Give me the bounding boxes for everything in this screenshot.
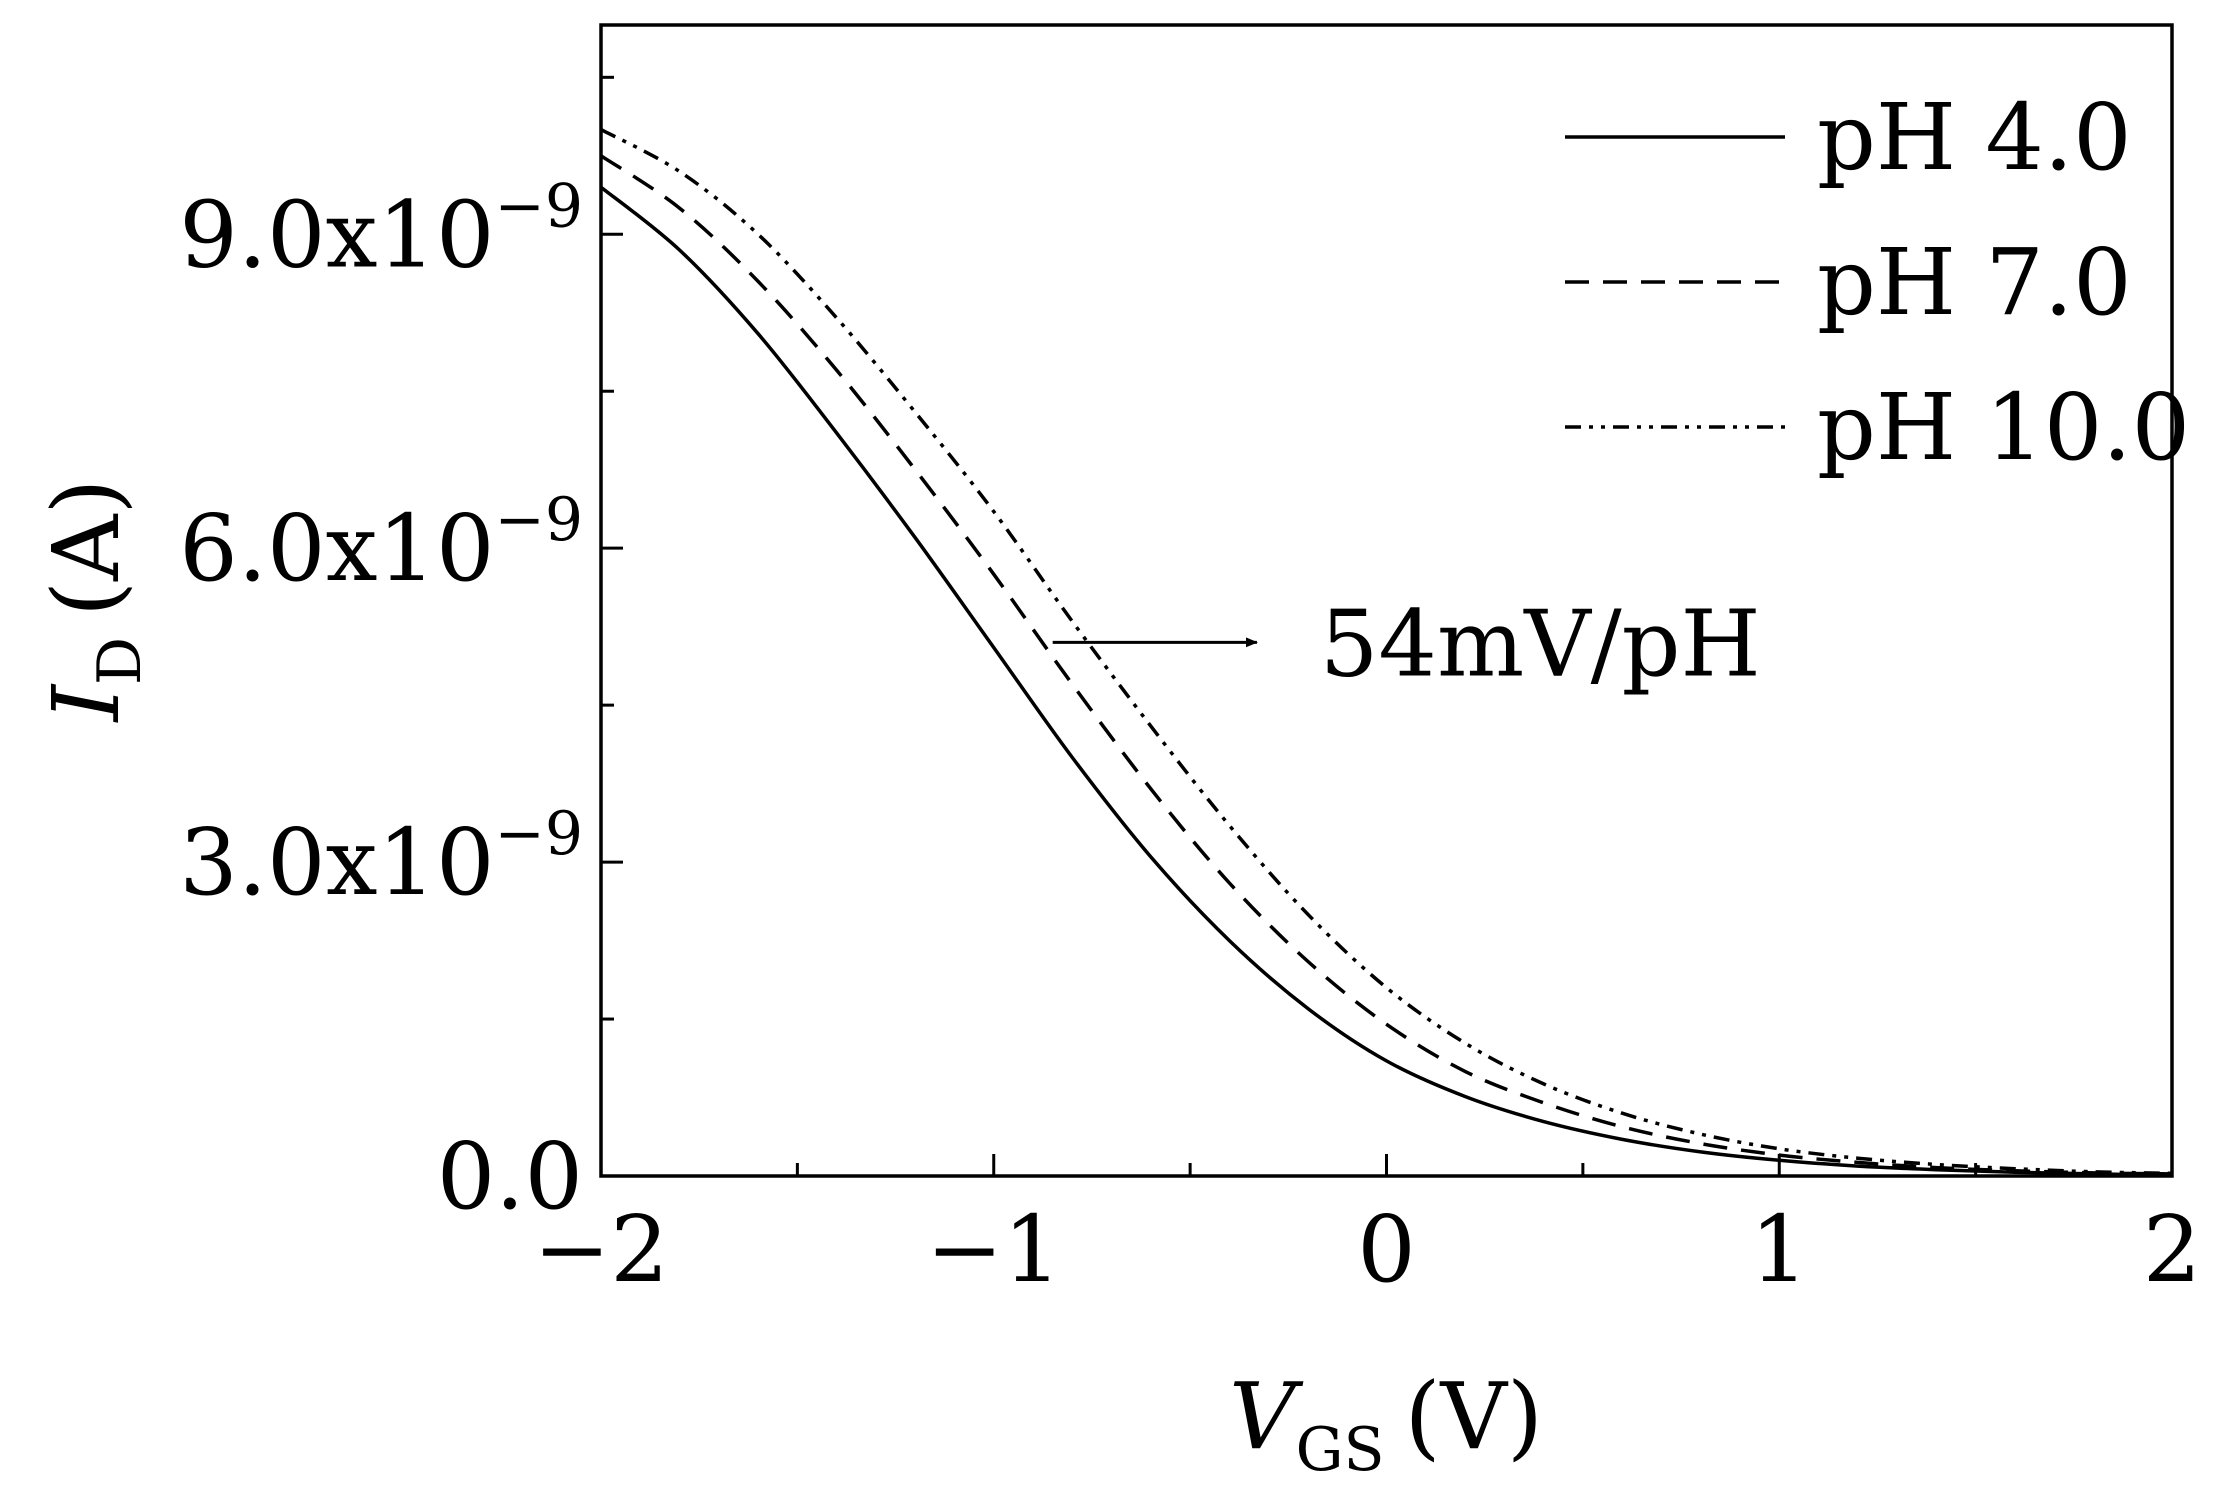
x-ticks: −2 −1 0 1 2 <box>533 1154 2201 1303</box>
x-tick-label: −2 <box>533 1196 669 1303</box>
series-line-3 <box>600 128 2173 1176</box>
x-axis-title: VGS (V) <box>1229 1363 1543 1485</box>
x-tick-label: 0 <box>1357 1196 1416 1303</box>
y-tick-label: 3.0x10−9 <box>179 799 583 916</box>
x-axis-subscript: GS <box>1296 1415 1385 1485</box>
y-tick-exponent: −9 <box>495 171 583 241</box>
y-tick-mantissa: 3.0x10 <box>179 809 494 916</box>
y-tick-mantissa: 9.0x10 <box>179 181 494 288</box>
y-tick-mantissa: 0.0 <box>437 1123 583 1230</box>
legend-label: pH 4.0 <box>1817 84 2132 191</box>
x-tick-label: 2 <box>2143 1196 2202 1303</box>
annotation: 54mV/pH <box>1052 590 1761 697</box>
y-tick-mantissa: 6.0x10 <box>179 495 494 602</box>
y-tick-label: 9.0x10−9 <box>179 171 583 288</box>
series-line-1 <box>599 185 2173 1177</box>
y-tick-label: 0.0 <box>437 1123 583 1230</box>
svg-text:ID(A): ID (A) <box>33 479 155 724</box>
series-line-2 <box>600 154 2173 1176</box>
x-axis-unit: (V) <box>1405 1363 1543 1470</box>
y-axis-subscript: D <box>85 637 155 685</box>
legend: pH 4.0 pH 7.0 pH 10.0 <box>1565 84 2190 481</box>
y-axis-title: ID (A) <box>33 479 155 724</box>
legend-label: pH 10.0 <box>1817 374 2190 481</box>
x-tick-label: 1 <box>1750 1196 1809 1303</box>
y-axis-unit: (A) <box>33 479 140 617</box>
annotation-label: 54mV/pH <box>1320 590 1761 697</box>
x-tick-label: −1 <box>926 1196 1062 1303</box>
y-tick-label: 6.0x10−9 <box>179 485 583 602</box>
x-axis-symbol: V <box>1229 1363 1304 1470</box>
y-tick-exponent: −9 <box>495 799 583 869</box>
y-ticks: 0.03.0x10−96.0x10−99.0x10−9 <box>179 75 623 1230</box>
y-axis-symbol: I <box>33 683 140 723</box>
y-tick-exponent: −9 <box>495 485 583 555</box>
legend-label: pH 7.0 <box>1817 229 2132 336</box>
series-lines <box>599 128 2173 1177</box>
